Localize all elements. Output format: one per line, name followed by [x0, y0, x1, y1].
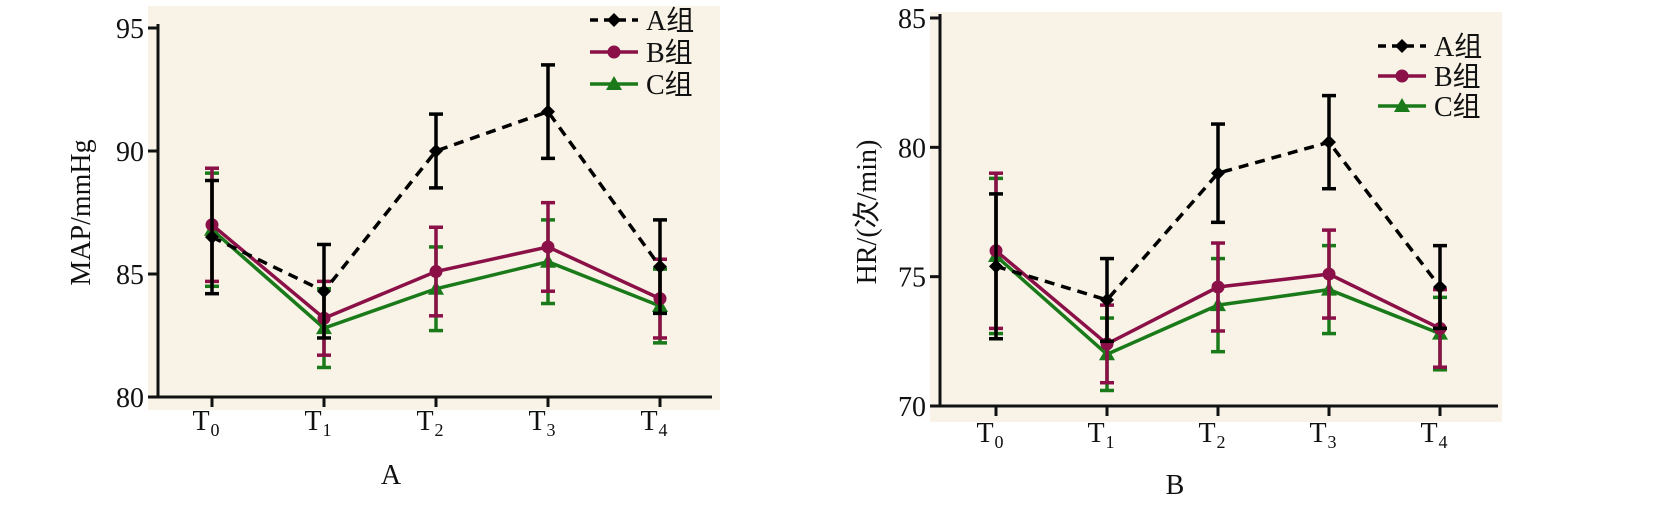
legend-marker-triangle	[606, 76, 622, 90]
data-point-diamond	[1211, 166, 1225, 181]
series-b	[205, 166, 667, 357]
y-tick-label: 80	[116, 383, 144, 414]
legend-marker-diamond	[607, 13, 621, 27]
plot-background	[148, 6, 720, 410]
legend-marker-triangle	[1394, 98, 1410, 112]
data-point-circle	[1211, 280, 1225, 294]
y-tick-label: 85	[898, 4, 926, 35]
y-tick-label: 85	[116, 260, 144, 291]
y-tick-label: 90	[116, 137, 144, 168]
x-tick-label: T4	[640, 406, 667, 440]
legend-label: C组	[1434, 91, 1481, 123]
legend-marker-circle	[607, 45, 621, 59]
data-point-circle	[541, 240, 555, 254]
legend-entry-b: B组	[1378, 61, 1481, 93]
plot-background	[930, 12, 1502, 422]
data-point-diamond	[989, 259, 1003, 274]
legend-entry-b: B组	[590, 37, 693, 69]
legend-marker-diamond	[1395, 39, 1409, 53]
legend-label: A组	[646, 5, 694, 37]
data-point-diamond	[1433, 280, 1447, 295]
y-axis-title: HR/(次/min)	[851, 140, 883, 285]
y-tick-label: 75	[898, 263, 926, 294]
legend-label: B组	[1434, 61, 1481, 93]
x-tick-label: T3	[1309, 418, 1336, 452]
legend-label: C组	[646, 69, 693, 101]
data-point-diamond	[541, 104, 555, 119]
data-point-circle	[1322, 267, 1336, 281]
panel-label: B	[1166, 470, 1185, 501]
series-line	[995, 140, 1442, 302]
legend-entry-a: A组	[1378, 31, 1482, 63]
y-tick-label: 95	[116, 14, 144, 45]
legend-label: B组	[646, 37, 693, 69]
x-tick-label: T0	[192, 406, 219, 440]
legend-entry-a: A组	[590, 5, 694, 37]
x-tick-label: T2	[1198, 418, 1225, 452]
x-tick-label: T1	[1087, 418, 1114, 452]
data-point-diamond	[317, 284, 331, 299]
data-point-diamond	[653, 259, 667, 274]
data-point-diamond	[1100, 292, 1114, 307]
x-tick-label: T4	[1420, 418, 1447, 452]
panel-label: A	[381, 460, 402, 491]
y-tick-label: 80	[898, 133, 926, 164]
data-point-diamond	[429, 144, 443, 158]
legend-entry-c: C组	[590, 69, 693, 101]
data-point-circle	[429, 265, 443, 279]
legend-label: A组	[1434, 31, 1482, 63]
series-a	[205, 63, 667, 340]
legend-marker-circle	[1395, 69, 1409, 83]
legend-entry-c: C组	[1378, 91, 1481, 123]
y-tick-label: 70	[898, 392, 926, 423]
y-axis-title: MAP/mmHg	[66, 139, 97, 285]
x-tick-label: T3	[528, 406, 555, 440]
data-point-diamond	[205, 230, 219, 245]
x-tick-label: T1	[304, 406, 331, 440]
x-tick-label: T2	[416, 406, 443, 440]
x-tick-label: T0	[976, 418, 1003, 452]
data-point-diamond	[1322, 135, 1336, 150]
series-a	[989, 93, 1447, 344]
